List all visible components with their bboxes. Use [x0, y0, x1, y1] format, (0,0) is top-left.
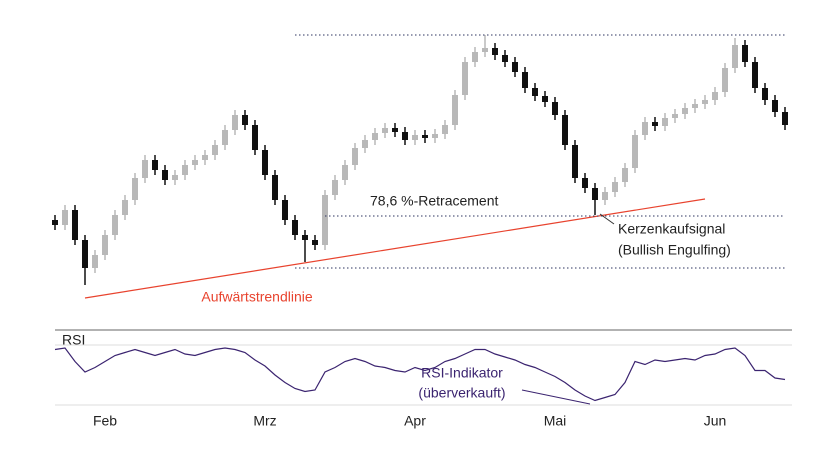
- x-tick-label: Jun: [704, 413, 727, 429]
- x-tick-label: Mrz: [253, 413, 276, 429]
- signal-label: (Bullish Engulfing): [618, 242, 731, 258]
- trendline-label: Aufwärtstrendlinie: [201, 289, 312, 305]
- rsi-annotation: (überverkauft): [418, 385, 505, 401]
- rsi-line: [54, 347, 786, 402]
- x-tick-label: Feb: [93, 413, 117, 429]
- rsi-pointer: [521, 389, 591, 405]
- signal-pointer: [599, 213, 615, 225]
- rsi-label: RSI: [62, 332, 85, 348]
- trendline: [84, 198, 706, 299]
- x-tick-label: Apr: [404, 413, 426, 429]
- rsi-annotation: RSI-Indikator: [421, 365, 503, 381]
- signal-label: Kerzenkaufsignal: [618, 221, 725, 237]
- retracement-label: 78,6 %-Retracement: [370, 193, 499, 209]
- x-tick-label: Mai: [544, 413, 567, 429]
